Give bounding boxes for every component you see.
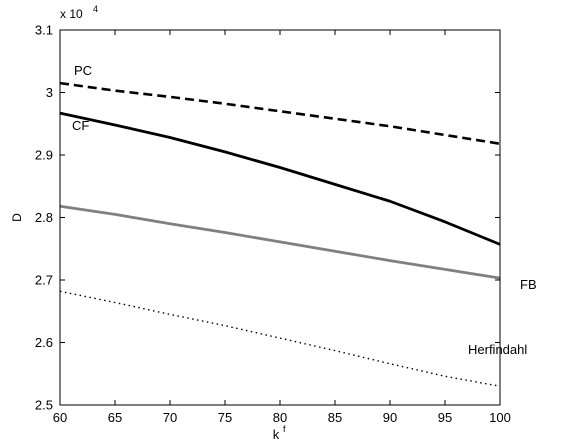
x-tick-label: 85 [328,410,342,425]
series-label-herfindahl: Herfindahl [468,342,527,357]
y-tick-label: 2.8 [35,210,53,225]
series-line-cf [59,111,501,246]
series-line-herfindahl [59,290,501,387]
series-layer [59,81,501,387]
y-tick-label: 3 [46,85,53,100]
x-tick-label: 75 [218,410,232,425]
series-label-cf: CF [72,118,89,133]
x-tick-label: 90 [383,410,397,425]
x-tick-label: 60 [53,410,67,425]
x-tick-label: 65 [108,410,122,425]
x-tick-label: 80 [273,410,287,425]
y-axis-multiplier: x 10 [60,7,83,21]
y-tick-label: 2.6 [35,335,53,350]
x-axis-label-superscript: f [283,424,286,434]
y-axis-multiplier-exponent: 4 [93,4,98,14]
y-tick-label: 3.1 [35,23,53,38]
series-label-pc: PC [74,63,92,78]
x-tick-label: 70 [163,410,177,425]
y-tick-label: 2.9 [35,148,53,163]
series-line-pc [59,81,501,146]
labels-layer: 60 65 70 75 80 85 90 95 100 2.5 2.6 2.7 2.8 2.9 3 3.1 x … [10,4,537,442]
y-tick-label: 2.7 [35,273,53,288]
series-label-fb: FB [520,277,537,292]
x-axis-label: k [273,427,280,442]
x-tick-label: 95 [438,410,452,425]
axes-layer [59,29,501,406]
y-tick-label: 2.5 [35,398,53,413]
y-axis-label: D [10,213,24,222]
series-line-fb [59,204,501,280]
x-tick-label: 100 [489,410,511,425]
